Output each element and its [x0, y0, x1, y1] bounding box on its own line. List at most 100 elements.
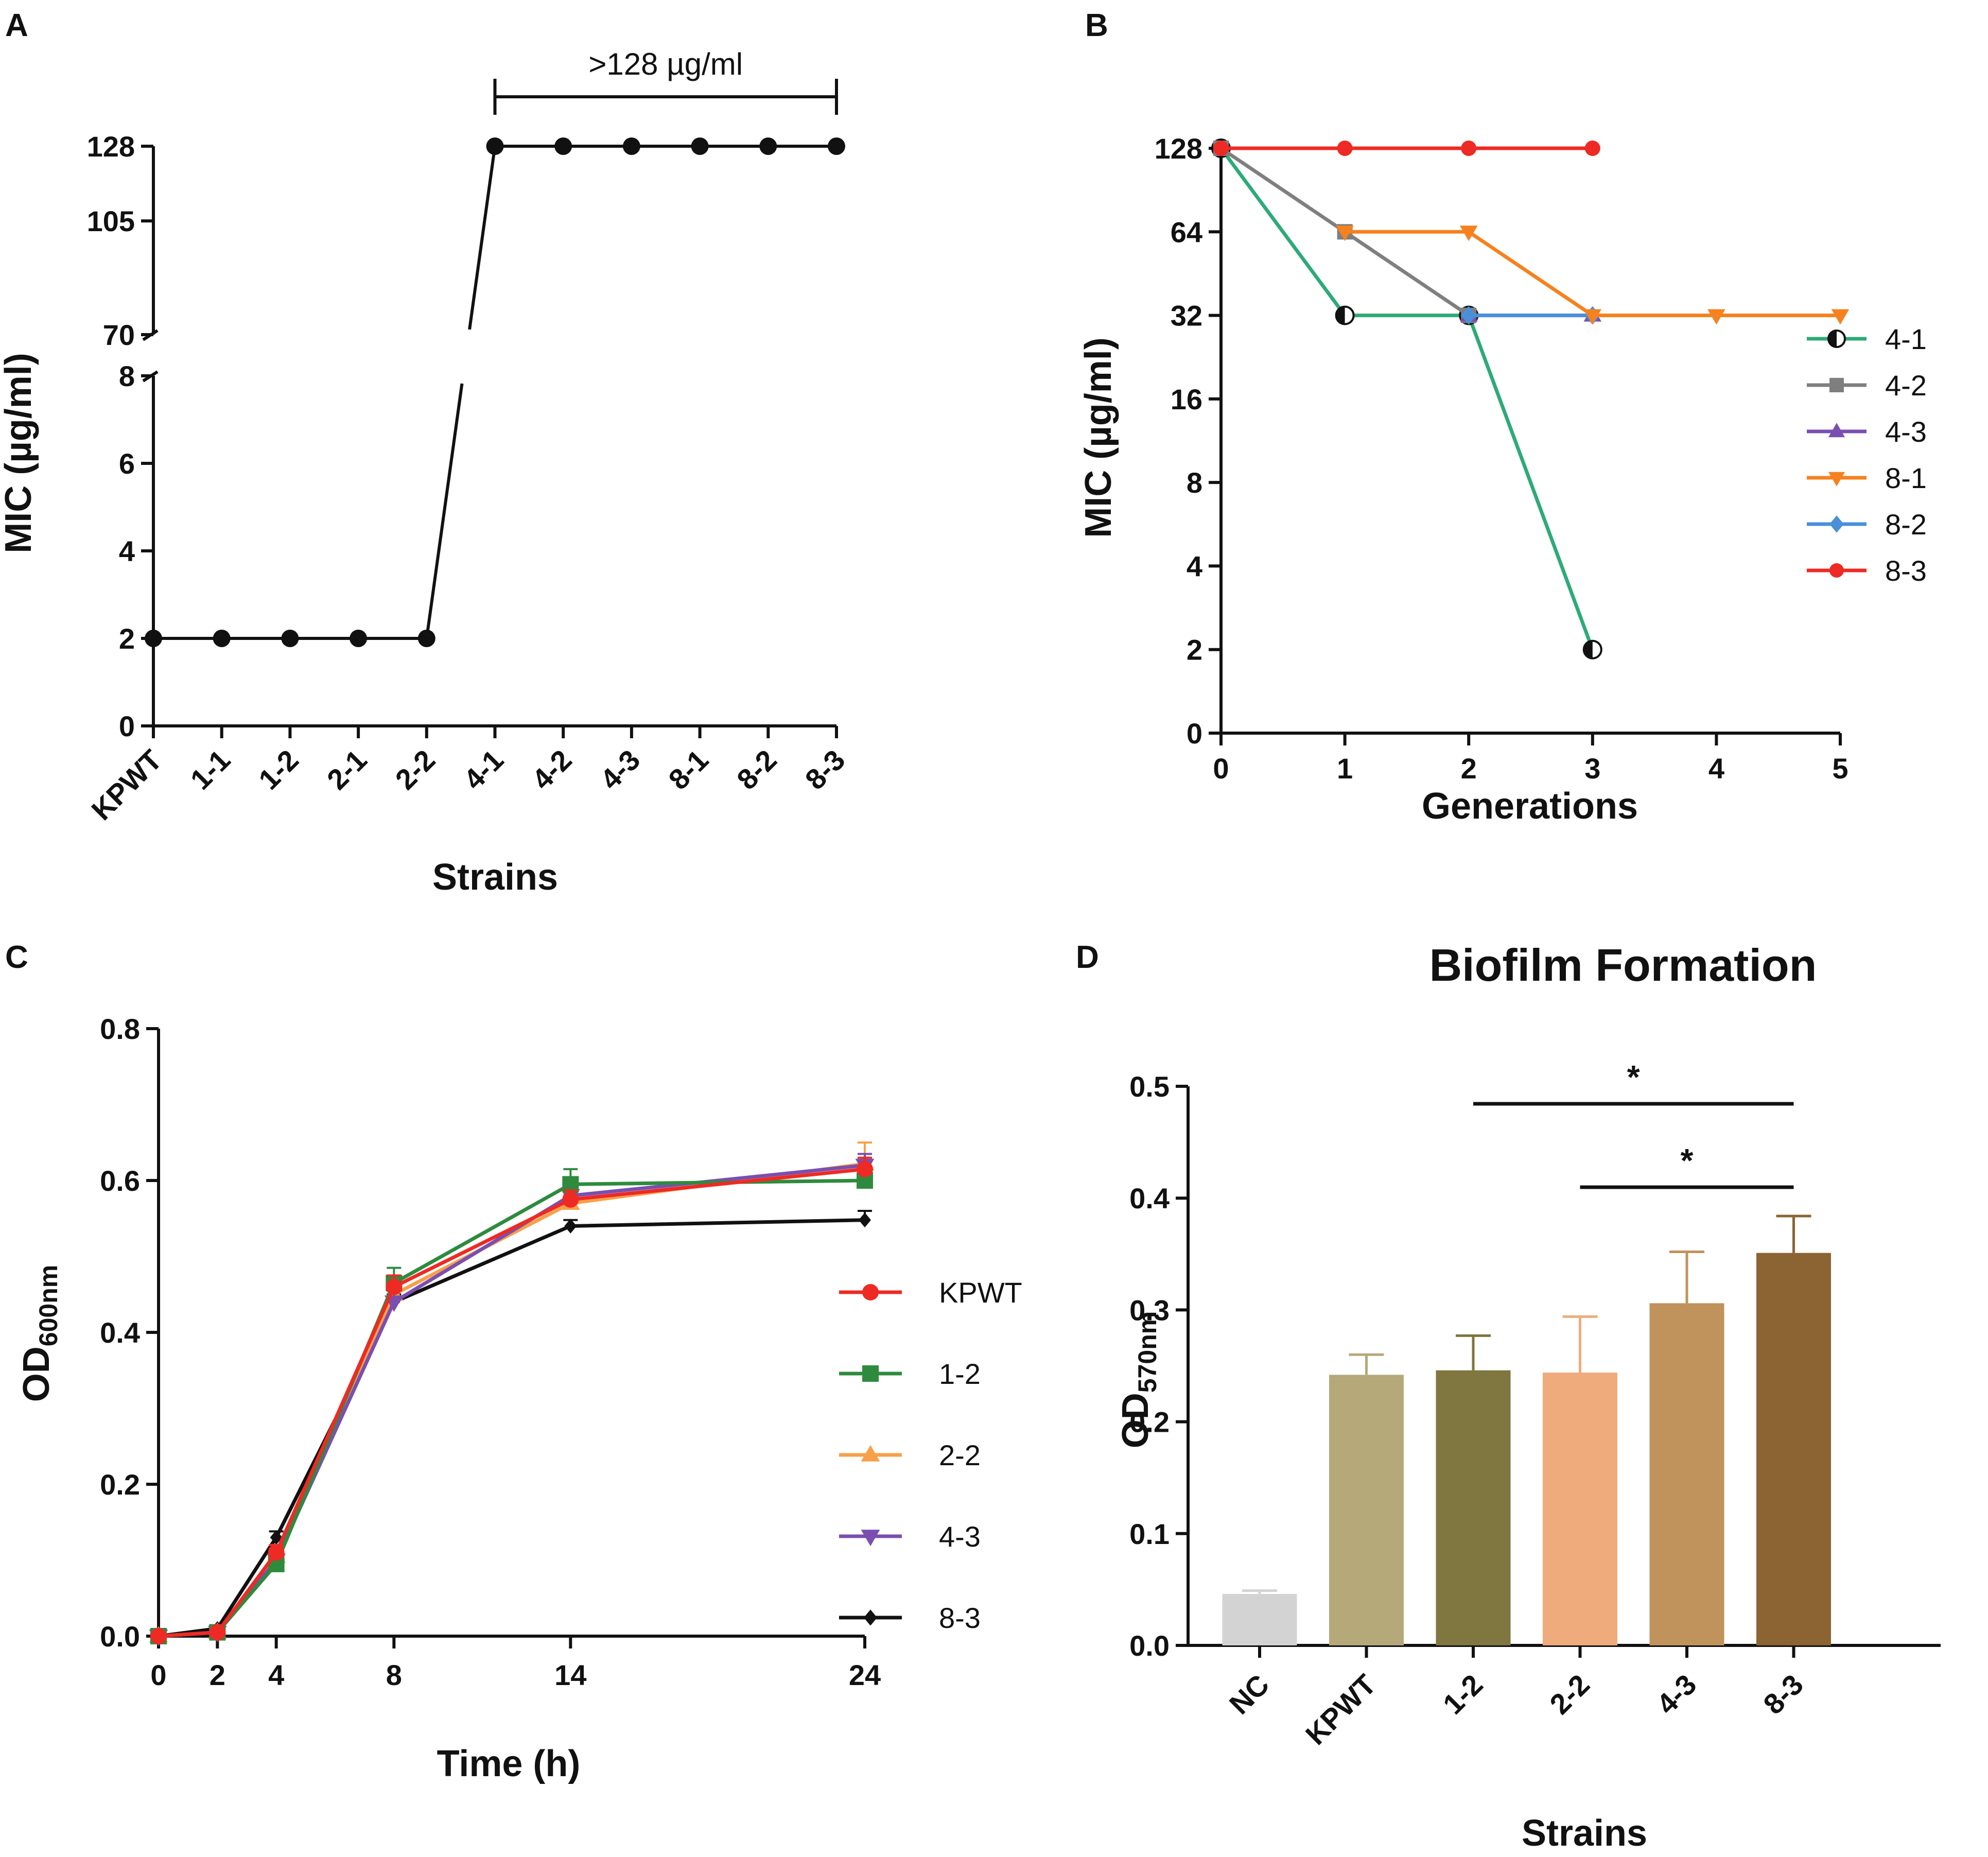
c-point-KPWT [857, 1160, 873, 1177]
d-bar-8-3 [1756, 1253, 1831, 1645]
c-point-KPWT [268, 1544, 285, 1561]
d-x-tick-label: 4-3 [1650, 1668, 1703, 1721]
panel-c-label: C [5, 940, 28, 975]
a-y-tick-label: 0 [119, 710, 135, 742]
panel-d-marks: ** [1222, 1058, 1831, 1645]
c-point-8-3 [270, 1530, 283, 1545]
panel-a-axes: 0 2 4 6 8 70 105 128 KPWT 1-1 1-2 2-1 2-2 4-1 4-2 4-3 8-… [0, 130, 851, 898]
a-y-tick-label: 6 [119, 447, 135, 480]
d-y-tick-label: 0.2 [1129, 1406, 1170, 1438]
b-y-axis-title: MIC (µg/ml) [1078, 337, 1119, 537]
c-x-tick-label: 8 [386, 1659, 402, 1691]
c-point-KPWT [209, 1624, 226, 1641]
a-y-tick-label: 2 [119, 622, 135, 655]
a-x-tick-label: 2-2 [389, 743, 442, 796]
b-y-tick-label: 4 [1187, 550, 1202, 582]
b-point-4-1-fill [1336, 306, 1345, 324]
d-x-tick-label: 2-2 [1543, 1668, 1596, 1721]
b-series-line-8-1 [1345, 230, 1840, 318]
b-point-8-3 [1461, 141, 1477, 156]
d-x-tick-label: KPWT [1299, 1668, 1382, 1751]
b-y-tick-label: 8 [1187, 466, 1202, 499]
d-y-tick-label: 0.5 [1129, 1070, 1170, 1103]
a-x-tick-label: 8-3 [799, 743, 851, 796]
c-series-line-2-2 [158, 1162, 865, 1638]
b-legend-marker [1827, 329, 1846, 348]
b-series-line-4-1 [1219, 147, 1595, 650]
panel-b-marks [1211, 138, 1850, 660]
a-series-line [468, 146, 497, 330]
c-x-tick-label: 2 [210, 1659, 225, 1691]
b-x-tick-label: 4 [1708, 752, 1724, 785]
a-x-tick-label: 8-2 [730, 743, 783, 796]
b-point-8-1 [1831, 309, 1850, 325]
b-legend-marker [1829, 515, 1844, 533]
d-y-tick-label: 0.0 [1129, 1629, 1170, 1662]
a-point [759, 137, 777, 155]
panel-b-axes: 0 2 4 8 16 32 64 128 0 1 2 3 4 5 MIC (µg/ml) Generation… [1078, 132, 1849, 827]
b-legend-marker [1829, 378, 1844, 392]
c-y-axis-title-main: OD [16, 1346, 57, 1402]
d-bar-2-2 [1543, 1373, 1617, 1645]
c-x-tick-label: 24 [849, 1659, 881, 1691]
c-y-axis-title: OD600nm [16, 1265, 63, 1402]
b-point-8-1 [1459, 225, 1478, 241]
b-x-tick-label: 3 [1584, 752, 1600, 785]
c-y-tick-label: 0.2 [100, 1468, 140, 1501]
panel-b-legend: 4-1 4-2 4-3 8-1 8-2 8-3 [1807, 323, 1927, 587]
b-point-8-1 [1707, 309, 1725, 325]
b-legend-label: 4-2 [1885, 369, 1927, 402]
c-series-line-KPWT [158, 1167, 865, 1638]
a-point [691, 137, 709, 155]
d-x-axis-title: Strains [1522, 1813, 1647, 1854]
b-point-8-3 [1584, 141, 1600, 156]
panel-b: B 0 2 4 8 16 32 64 128 0 1 2 3 4 5 MIC (µg/ml) Generati… [1078, 8, 1927, 827]
b-x-tick-label: 2 [1461, 752, 1477, 785]
b-y-tick-label: 128 [1155, 132, 1202, 165]
c-y-tick-label: 0.6 [100, 1165, 140, 1197]
b-legend-label: 8-1 [1885, 462, 1927, 494]
panel-b-label: B [1085, 8, 1108, 43]
c-x-axis-title: Time (h) [437, 1743, 581, 1784]
b-point-4-1 [1335, 305, 1355, 325]
d-y-axis-title-sub: 570nm [1133, 1311, 1162, 1393]
c-y-tick-label: 0.4 [100, 1316, 140, 1349]
panel-a-label: A [5, 8, 28, 43]
a-x-tick-label: 4-3 [594, 743, 647, 796]
c-x-tick-label: 14 [554, 1659, 586, 1691]
d-y-tick-label: 0.3 [1129, 1294, 1170, 1326]
c-legend-marker [862, 1365, 879, 1382]
a-y-tick-label: 4 [119, 535, 135, 567]
a-point [828, 137, 845, 155]
panel-d: D Biofilm Formation 0.0 0.1 0.2 0.3 0.4 0.5 NC K… [1076, 940, 1941, 1854]
a-y-tick-label: 105 [87, 205, 135, 237]
b-legend-label: 8-3 [1885, 554, 1927, 587]
b-point-8-1 [1336, 225, 1354, 241]
a-y-tick-label: 128 [87, 130, 135, 163]
c-legend-marker [864, 1609, 877, 1626]
b-point-4-1-fill [1583, 640, 1593, 658]
b-legend-label: 8-2 [1885, 508, 1927, 541]
a-x-tick-label: 8-1 [662, 743, 714, 796]
a-y-axis-title: MIC (µg/ml) [0, 353, 39, 553]
a-point [417, 630, 435, 647]
panel-d-label: D [1076, 940, 1099, 975]
b-legend-label: 4-3 [1885, 415, 1927, 448]
d-bar-KPWT [1329, 1375, 1404, 1645]
b-x-tick-label: 5 [1832, 752, 1848, 785]
c-legend-marker [861, 1530, 880, 1547]
b-legend-marker [1828, 423, 1845, 438]
a-y-tick-label: 70 [103, 319, 135, 351]
b-y-tick-label: 0 [1187, 717, 1202, 750]
b-x-tick-label: 1 [1337, 752, 1353, 785]
a-x-tick-label: 1-2 [252, 743, 305, 796]
b-point-8-3 [1337, 141, 1353, 156]
b-point-8-2 [1461, 306, 1477, 325]
d-bar-NC [1222, 1594, 1297, 1645]
d-y-axis-title: OD570nm [1115, 1311, 1162, 1448]
a-x-tick-label: KPWT [85, 743, 168, 826]
c-legend-label: KPWT [939, 1276, 1022, 1309]
b-point-8-1 [1583, 309, 1602, 325]
